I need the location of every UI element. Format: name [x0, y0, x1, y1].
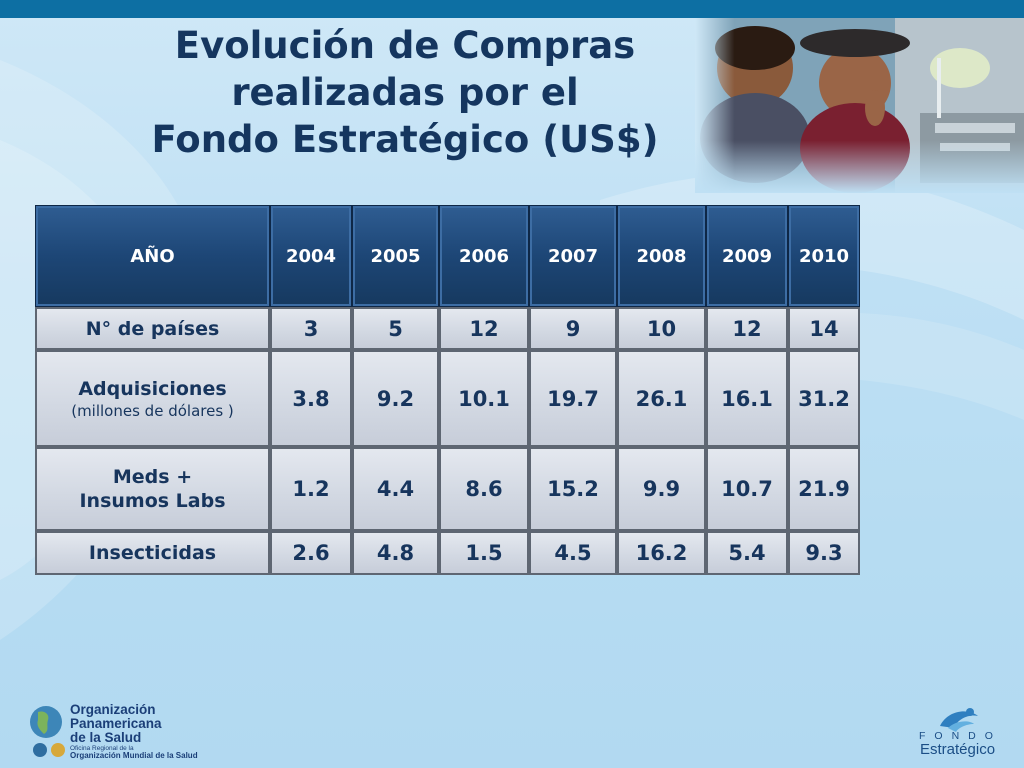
cell-insecticides-2007: 4.5	[529, 531, 617, 575]
fondo-estrategico-logo	[940, 708, 978, 732]
paho-subtitle-2: Organización Mundial de la Salud	[70, 751, 198, 760]
row-label-acquisitions-unit: (millones de dólares )	[71, 401, 234, 420]
cell-insecticides-2004: 2.6	[270, 531, 352, 575]
table-row-countries: N° de países 3 5 12 9 10 12 14	[35, 307, 860, 350]
cell-acquisitions-2009: 16.1	[706, 350, 788, 447]
cell-meds-labs-2006: 8.6	[439, 447, 529, 531]
paho-name-line-1: Organización	[70, 702, 156, 717]
cell-countries-2010: 14	[788, 307, 860, 350]
paho-name-line-3: de la Salud	[70, 730, 142, 745]
cell-meds-labs-2004: 1.2	[270, 447, 352, 531]
row-label-acquisitions-main: Adquisiciones	[78, 377, 227, 400]
cell-insecticides-2010: 9.3	[788, 531, 860, 575]
cell-meds-labs-2010: 21.9	[788, 447, 860, 531]
header-year-2007: 2007	[529, 205, 617, 307]
cell-acquisitions-2010: 31.2	[788, 350, 860, 447]
header-year-2008: 2008	[617, 205, 706, 307]
cell-meds-labs-2009: 10.7	[706, 447, 788, 531]
fondo-word: FONDO	[919, 730, 1002, 742]
header-year-label: AÑO	[35, 205, 270, 307]
cell-countries-2004: 3	[270, 307, 352, 350]
paho-name-line-2: Panamericana	[70, 716, 162, 731]
cell-countries-2005: 5	[352, 307, 439, 350]
table-row-insecticides: Insecticidas 2.6 4.8 1.5 4.5 16.2 5.4 9.…	[35, 531, 860, 575]
title-line-1: Evolución de Compras	[174, 24, 636, 67]
paho-name: Organización Panamericana de la Salud	[70, 703, 162, 745]
purchases-table: AÑO 2004 2005 2006 2007 2008 2009 2010 N…	[35, 205, 860, 575]
row-label-meds-labs: Meds + Insumos Labs	[35, 447, 270, 531]
header-year-2005: 2005	[352, 205, 439, 307]
cell-insecticides-2006: 1.5	[439, 531, 529, 575]
cell-countries-2007: 9	[529, 307, 617, 350]
table-header-row: AÑO 2004 2005 2006 2007 2008 2009 2010	[35, 205, 860, 307]
cell-insecticides-2009: 5.4	[706, 531, 788, 575]
header-year-2010: 2010	[788, 205, 860, 307]
cell-acquisitions-2007: 19.7	[529, 350, 617, 447]
table-row-meds-labs: Meds + Insumos Labs 1.2 4.4 8.6 15.2 9.9…	[35, 447, 860, 531]
paho-logo	[30, 706, 65, 757]
cell-acquisitions-2004: 3.8	[270, 350, 352, 447]
cell-acquisitions-2005: 9.2	[352, 350, 439, 447]
cell-acquisitions-2008: 26.1	[617, 350, 706, 447]
estrategico-word: Estratégico	[920, 741, 996, 758]
paho-subtitle: Oficina Regional de la	[70, 745, 134, 752]
row-label-meds-labs-line1: Meds +	[112, 466, 193, 488]
header-year-2006: 2006	[439, 205, 529, 307]
cell-insecticides-2005: 4.8	[352, 531, 439, 575]
title-line-2: realizadas por el	[231, 71, 579, 114]
cell-countries-2008: 10	[617, 307, 706, 350]
header-year-2004: 2004	[270, 205, 352, 307]
table-row-acquisitions: Adquisiciones (millones de dólares ) 3.8…	[35, 350, 860, 447]
cell-acquisitions-2006: 10.1	[439, 350, 529, 447]
cell-meds-labs-2005: 4.4	[352, 447, 439, 531]
row-label-acquisitions: Adquisiciones (millones de dólares )	[35, 350, 270, 447]
row-label-meds-labs-line2: Insumos Labs	[79, 490, 226, 512]
cell-insecticides-2008: 16.2	[617, 531, 706, 575]
header-photo-collage	[695, 18, 1024, 193]
top-bar	[0, 0, 1024, 18]
header-year-2009: 2009	[706, 205, 788, 307]
cell-countries-2009: 12	[706, 307, 788, 350]
title-line-3: Fondo Estratégico (US$)	[151, 118, 659, 161]
slide-title: Evolución de Compras realizadas por el F…	[80, 22, 730, 163]
cell-meds-labs-2007: 15.2	[529, 447, 617, 531]
row-label-countries: N° de países	[35, 307, 270, 350]
cell-meds-labs-2008: 9.9	[617, 447, 706, 531]
cell-countries-2006: 12	[439, 307, 529, 350]
row-label-insecticides: Insecticidas	[35, 531, 270, 575]
